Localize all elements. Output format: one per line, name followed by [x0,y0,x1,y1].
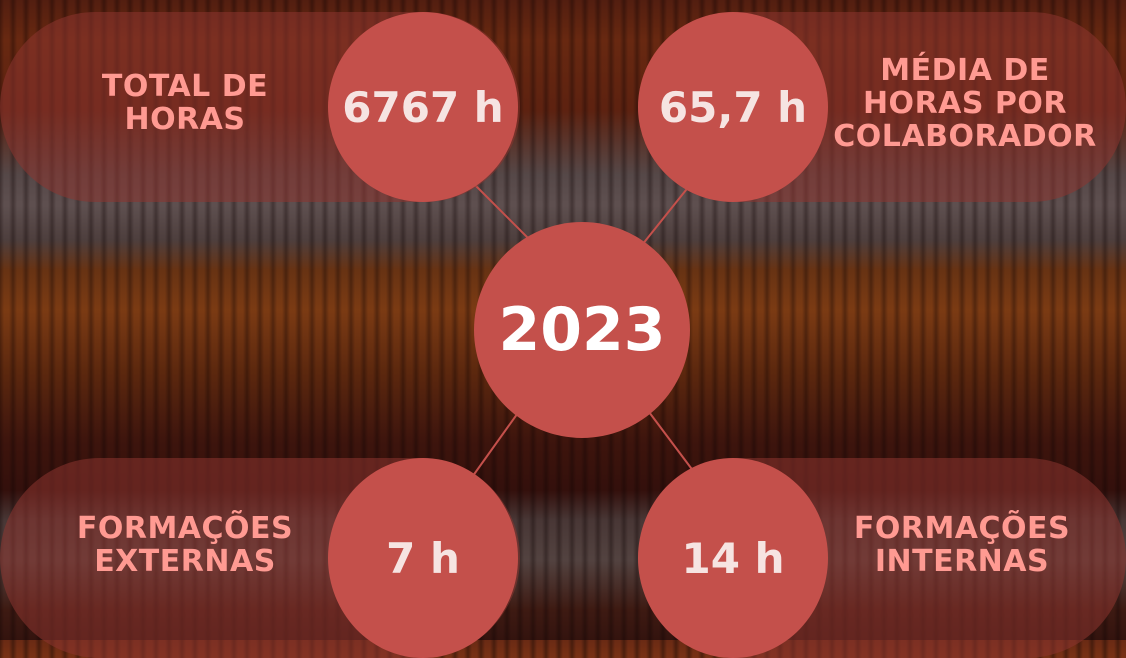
internal-trainings-value: 14 h [638,458,828,658]
average-hours-label: MÉDIA DE HORAS POR COLABORADOR [833,53,1097,154]
average-hours-value: 65,7 h [638,12,828,202]
connector-bottom-left [469,409,521,481]
total-hours-value: 6767 h [328,12,518,202]
total-hours-label: TOTAL DE HORAS [101,69,269,137]
external-trainings-label: FORMAÇÕES EXTERNAS [76,511,294,579]
year-circle: 2023 [474,222,690,438]
external-trainings-value: 7 h [328,458,518,658]
internal-trainings-label: FORMAÇÕES INTERNAS [853,511,1071,579]
